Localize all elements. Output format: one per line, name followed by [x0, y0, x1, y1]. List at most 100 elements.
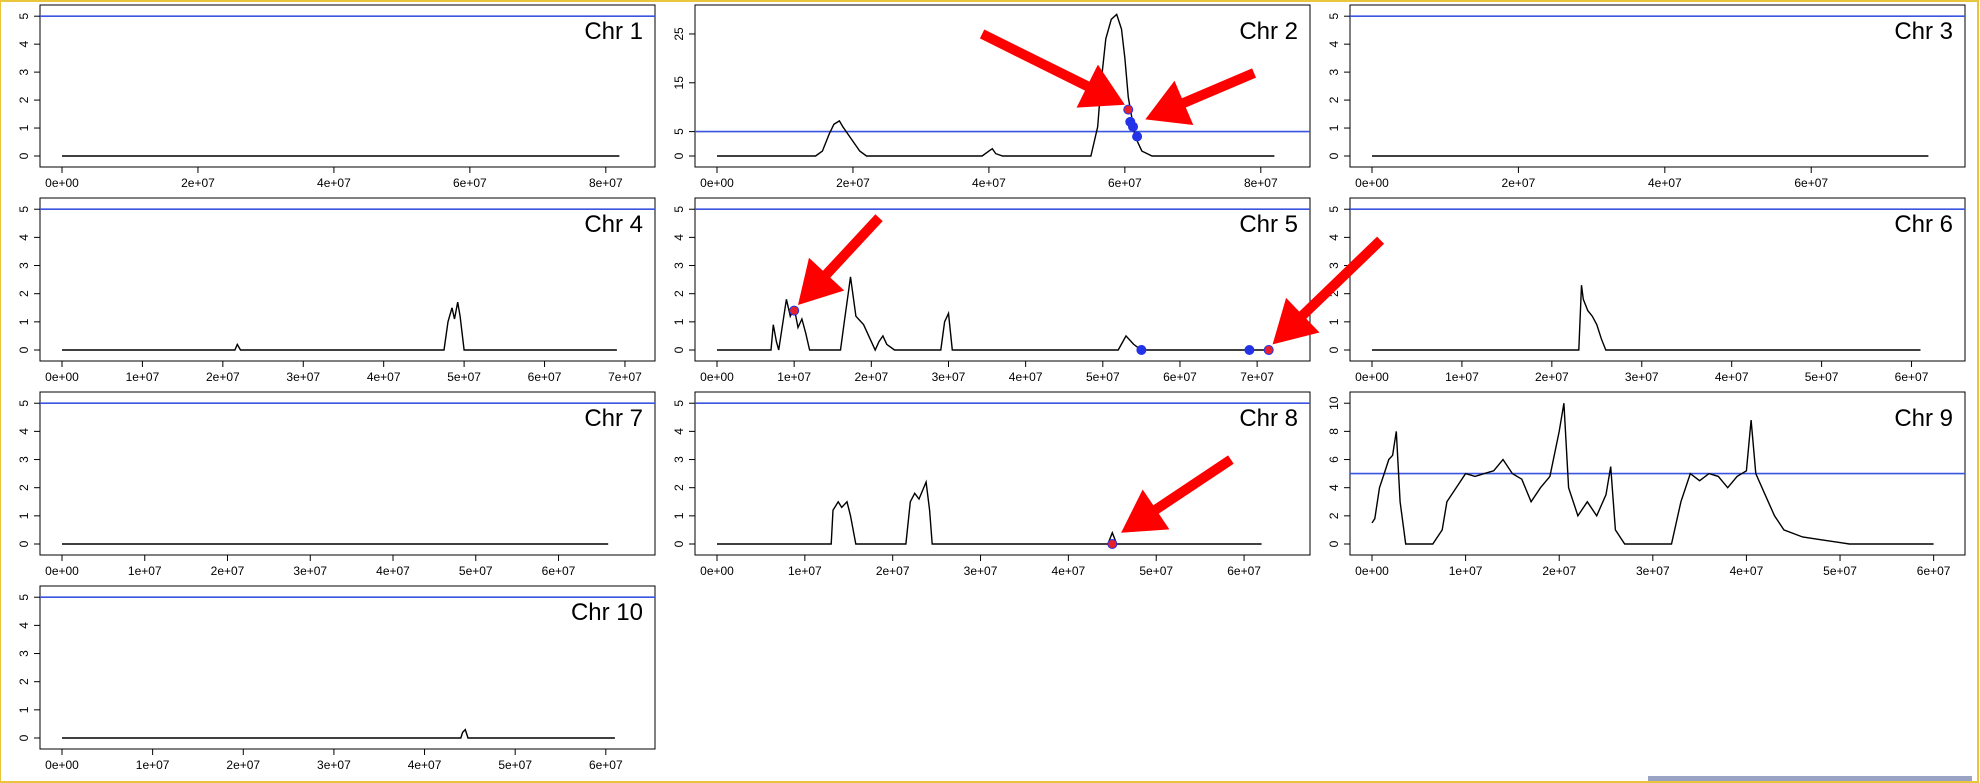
x-tick-label: 5e+07 — [1823, 564, 1857, 578]
x-tick-label: 1e+07 — [788, 564, 822, 578]
chart-panel: 0 1 2 3 4 5 0e+00 1e+07 2e+07 3e+07 4e+07 5e+07 6e+0… — [672, 197, 1311, 384]
y-tick-label: 5 — [672, 128, 686, 135]
y-tick-label: 4 — [672, 234, 686, 241]
chromosome-label: Chr 6 — [1894, 211, 1953, 238]
chromosome-label: Chr 2 — [1239, 18, 1298, 45]
x-tick-label: 2e+07 — [876, 564, 910, 578]
x-tick-label: 0e+00 — [1355, 370, 1389, 384]
plot-box — [39, 4, 656, 168]
x-tick-label: 4e+07 — [1715, 370, 1749, 384]
x-tick-label: 3e+07 — [1625, 370, 1659, 384]
x-tick-label: 2e+07 — [854, 370, 888, 384]
x-tick-label: 0e+00 — [700, 176, 734, 190]
score-trace — [62, 301, 617, 351]
x-tick-label: 5e+07 — [1805, 370, 1839, 384]
x-tick-label: 3e+07 — [932, 370, 966, 384]
x-tick-label: 4e+07 — [1052, 564, 1086, 578]
y-tick-label: 4 — [1327, 484, 1341, 491]
x-tick-label: 6e+07 — [1895, 370, 1929, 384]
chart-panel: 0 1 2 3 4 5 0e+00 2e+07 4e+07 6e+07 Chr 3 — [1327, 4, 1966, 190]
y-tick-label: 5 — [1327, 206, 1341, 213]
x-tick-label: 4e+07 — [367, 370, 401, 384]
x-tick-label: 2e+07 — [836, 176, 870, 190]
y-tick-label: 3 — [672, 456, 686, 463]
y-tick-label: 5 — [17, 594, 31, 601]
y-tick-label: 2 — [1327, 290, 1341, 297]
x-tick-label: 1e+07 — [126, 370, 160, 384]
y-tick-label: 3 — [1327, 262, 1341, 269]
x-tick-label: 8e+07 — [1244, 176, 1278, 190]
x-tick-label: 4e+07 — [408, 758, 442, 772]
chromosome-label: Chr 5 — [1239, 211, 1298, 238]
y-tick-label: 5 — [17, 400, 31, 407]
x-tick-label: 2e+07 — [1502, 176, 1536, 190]
x-tick-label: 4e+07 — [376, 564, 410, 578]
blue-point — [1136, 345, 1147, 355]
red-point — [1263, 345, 1274, 355]
x-tick-label: 2e+07 — [206, 370, 240, 384]
red-annotation-arrow — [1145, 68, 1256, 125]
chromosome-label: Chr 8 — [1239, 405, 1298, 432]
red-point — [1123, 104, 1134, 115]
x-tick-label: 6e+07 — [1163, 370, 1197, 384]
chromosome-label: Chr 7 — [584, 405, 643, 432]
red-annotation-arrow — [1272, 236, 1385, 345]
y-tick-label: 0 — [17, 540, 31, 547]
y-tick-label: 1 — [17, 124, 31, 131]
y-tick-label: 2 — [1327, 512, 1341, 519]
x-tick-label: 6e+07 — [1917, 564, 1951, 578]
y-tick-label: 5 — [672, 206, 686, 213]
y-tick-label: 4 — [672, 428, 686, 435]
x-tick-label: 1e+07 — [1445, 370, 1479, 384]
blue-point — [1128, 121, 1139, 132]
x-tick-label: 4e+07 — [1730, 564, 1764, 578]
x-tick-label: 2e+07 — [1542, 564, 1576, 578]
chart-panel: 0 1 2 3 4 5 0e+00 1e+07 2e+07 3e+07 4e+07 5e+07 6e+0… — [17, 585, 656, 772]
x-tick-label: 0e+00 — [1355, 564, 1389, 578]
red-point — [789, 305, 800, 316]
y-tick-label: 2 — [1327, 96, 1341, 103]
x-tick-label: 8e+07 — [589, 176, 623, 190]
x-tick-label: 6e+07 — [453, 176, 487, 190]
x-tick-label: 5e+07 — [459, 564, 493, 578]
x-tick-label: 3e+07 — [317, 758, 351, 772]
x-tick-label: 1e+07 — [136, 758, 170, 772]
x-tick-label: 5e+07 — [1086, 370, 1120, 384]
x-tick-label: 5e+07 — [447, 370, 481, 384]
chart-panel: 0 1 2 3 4 5 0e+00 1e+07 2e+07 3e+07 4e+07 5e+07 6e+0… — [672, 391, 1311, 578]
x-tick-label: 0e+00 — [700, 564, 734, 578]
score-trace — [717, 276, 1273, 352]
y-tick-label: 1 — [1327, 318, 1341, 325]
bottom-scroll-strip — [1648, 776, 1972, 781]
y-tick-label: 2 — [17, 678, 31, 685]
chart-panel: 0 5 15 25 0e+00 2e+07 4e+07 6e+07 8e+07 Chr 2 — [672, 4, 1311, 190]
x-tick-label: 4e+07 — [1648, 176, 1682, 190]
y-tick-label: 3 — [1327, 68, 1341, 75]
x-tick-label: 6e+07 — [1227, 564, 1261, 578]
y-tick-label: 4 — [17, 428, 31, 435]
x-tick-label: 3e+07 — [293, 564, 327, 578]
y-tick-label: 2 — [672, 484, 686, 491]
x-tick-label: 6e+07 — [542, 564, 576, 578]
x-tick-label: 0e+00 — [45, 758, 79, 772]
y-tick-label: 4 — [17, 234, 31, 241]
y-tick-label: 15 — [672, 76, 686, 90]
y-tick-label: 0 — [1327, 152, 1341, 159]
x-tick-label: 2e+07 — [1535, 370, 1569, 384]
y-tick-label: 3 — [672, 262, 686, 269]
y-tick-label: 4 — [17, 40, 31, 47]
chart-panel: 0 2 4 6 8 10 0e+00 1e+07 2e+07 3e+07 4e+07 5e+07 6e+… — [1327, 391, 1966, 578]
score-trace — [62, 728, 615, 739]
red-annotation-arrow — [1121, 455, 1234, 533]
chart-panel: 0 1 2 3 4 5 0e+00 2e+07 4e+07 6e+07 8e+07 Chr 1 — [17, 4, 656, 190]
x-tick-label: 1e+07 — [128, 564, 162, 578]
y-tick-label: 2 — [17, 290, 31, 297]
score-trace — [1371, 403, 1934, 545]
y-tick-label: 5 — [17, 206, 31, 213]
y-tick-label: 1 — [1327, 124, 1341, 131]
chromosome-label: Chr 9 — [1894, 405, 1953, 432]
y-tick-label: 3 — [17, 650, 31, 657]
y-tick-label: 25 — [672, 27, 686, 41]
plot-box — [39, 391, 656, 556]
y-tick-label: 4 — [1327, 234, 1341, 241]
